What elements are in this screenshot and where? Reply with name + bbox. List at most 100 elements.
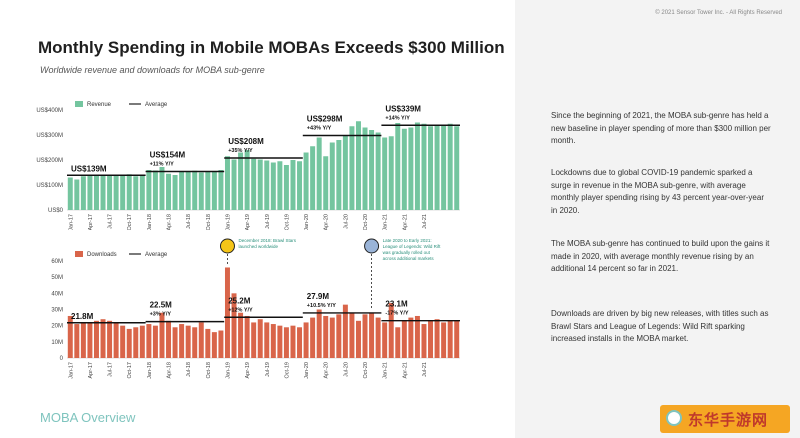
- paragraph-2: Lockdowns due to global COVID-19 pandemi…: [551, 168, 764, 215]
- bar: [428, 126, 434, 210]
- bar: [172, 327, 178, 358]
- x-tick-label: Jan-18: [147, 362, 153, 379]
- x-tick-label: Jul-20: [343, 362, 349, 377]
- average-label: 21.8M: [71, 312, 94, 321]
- growth-label: +14% Y/Y: [385, 115, 410, 121]
- x-tick-label: Apr-18: [167, 362, 173, 379]
- bar: [152, 325, 158, 358]
- annotation-text: across additional markets: [383, 256, 435, 261]
- bar: [323, 156, 329, 210]
- bar: [290, 325, 296, 358]
- x-tick-label: Jul-17: [108, 362, 114, 377]
- y-tick-label: 20M: [51, 324, 63, 330]
- bar: [218, 170, 224, 210]
- bar: [336, 314, 342, 358]
- bar: [303, 152, 309, 210]
- legend-label-average: Average: [145, 252, 168, 258]
- average-label: 23.1M: [385, 300, 408, 309]
- bar: [74, 179, 80, 210]
- bar: [113, 175, 119, 210]
- x-tick-label: Apr-17: [88, 214, 94, 230]
- bar: [166, 320, 172, 358]
- bar: [375, 317, 381, 358]
- legend-label-primary: Downloads: [87, 252, 117, 258]
- x-tick-label: Jan-18: [147, 214, 153, 230]
- bar: [211, 332, 217, 358]
- x-tick-label: Oct-19: [284, 214, 290, 230]
- chart-panel: Monthly Spending in Mobile MOBAs Exceeds…: [36, 38, 505, 425]
- bar: [133, 176, 139, 210]
- bar: [447, 320, 453, 358]
- brawl-stars-icon: [219, 238, 235, 254]
- bar: [375, 132, 381, 210]
- revenue-chart: Revenue Average US$0 US$100M US$200M US$300M U…: [36, 101, 460, 230]
- bar: [218, 330, 224, 358]
- bar: [401, 320, 407, 358]
- bar: [283, 165, 289, 210]
- x-tick-label: Oct-20: [363, 214, 369, 230]
- bar: [80, 322, 86, 358]
- bar: [270, 324, 276, 358]
- bar: [283, 327, 289, 358]
- watermark-text: 东华手游网: [688, 412, 769, 429]
- bar: [192, 170, 198, 210]
- growth-label: +35% Y/Y: [228, 148, 253, 154]
- bar: [113, 322, 119, 358]
- legend-swatch-primary: [75, 101, 83, 107]
- copyright: © 2021 Sensor Tower Inc. - All Rights Re…: [655, 10, 782, 16]
- bar: [244, 315, 250, 358]
- x-tick-label: Apr-19: [245, 214, 251, 230]
- bar: [146, 324, 152, 358]
- bar: [205, 171, 211, 210]
- bar: [329, 142, 335, 210]
- bar: [310, 317, 316, 358]
- watermark-icon: [666, 410, 682, 426]
- bar: [159, 167, 165, 210]
- bar: [382, 322, 388, 358]
- bar: [414, 122, 420, 210]
- y-tick-label: US$300M: [36, 133, 63, 139]
- annotation-text: launched worldwide: [238, 244, 278, 249]
- bar: [382, 137, 388, 210]
- bar: [342, 304, 348, 358]
- bar: [355, 320, 361, 358]
- x-tick-label: Jul-17: [108, 214, 114, 229]
- bar: [408, 127, 414, 210]
- bar: [133, 327, 139, 358]
- x-tick-label: Apr-17: [88, 362, 94, 379]
- x-tick-label: Jan-21: [383, 214, 389, 230]
- x-tick-label: Jan-20: [304, 214, 310, 230]
- average-label: US$339M: [385, 104, 421, 113]
- bar: [355, 121, 361, 210]
- average-label: US$298M: [307, 115, 343, 124]
- bar: [264, 322, 270, 358]
- bar: [414, 315, 420, 358]
- x-tick-label: Apr-18: [167, 214, 173, 230]
- bar: [270, 162, 276, 210]
- bar: [310, 146, 316, 210]
- x-tick-label: Oct-19: [284, 362, 290, 379]
- bar: [185, 325, 191, 358]
- annotation-text: League of Legends: Wild Rift: [383, 244, 442, 249]
- bar: [198, 322, 204, 358]
- bar: [264, 160, 270, 210]
- bar: [152, 170, 158, 210]
- bar: [316, 309, 322, 358]
- y-tick-label: 50M: [51, 275, 63, 281]
- bar: [80, 176, 86, 210]
- bar: [277, 325, 283, 358]
- y-tick-label: 60M: [51, 259, 63, 265]
- bar: [257, 159, 263, 210]
- bar: [434, 319, 440, 358]
- x-tick-label: Oct-20: [363, 362, 369, 379]
- x-tick-label: Apr-19: [245, 362, 251, 379]
- y-tick-label: US$100M: [36, 183, 63, 189]
- bar: [290, 160, 296, 210]
- x-tick-label: Jan-17: [68, 362, 74, 379]
- bar: [126, 174, 132, 210]
- x-tick-label: Jul-21: [422, 214, 428, 229]
- x-tick-label: Apr-20: [324, 362, 330, 379]
- x-tick-label: Jul-21: [422, 362, 428, 377]
- paragraph-1: Since the beginning of 2021, the MOBA su…: [551, 111, 771, 145]
- bar: [244, 150, 250, 210]
